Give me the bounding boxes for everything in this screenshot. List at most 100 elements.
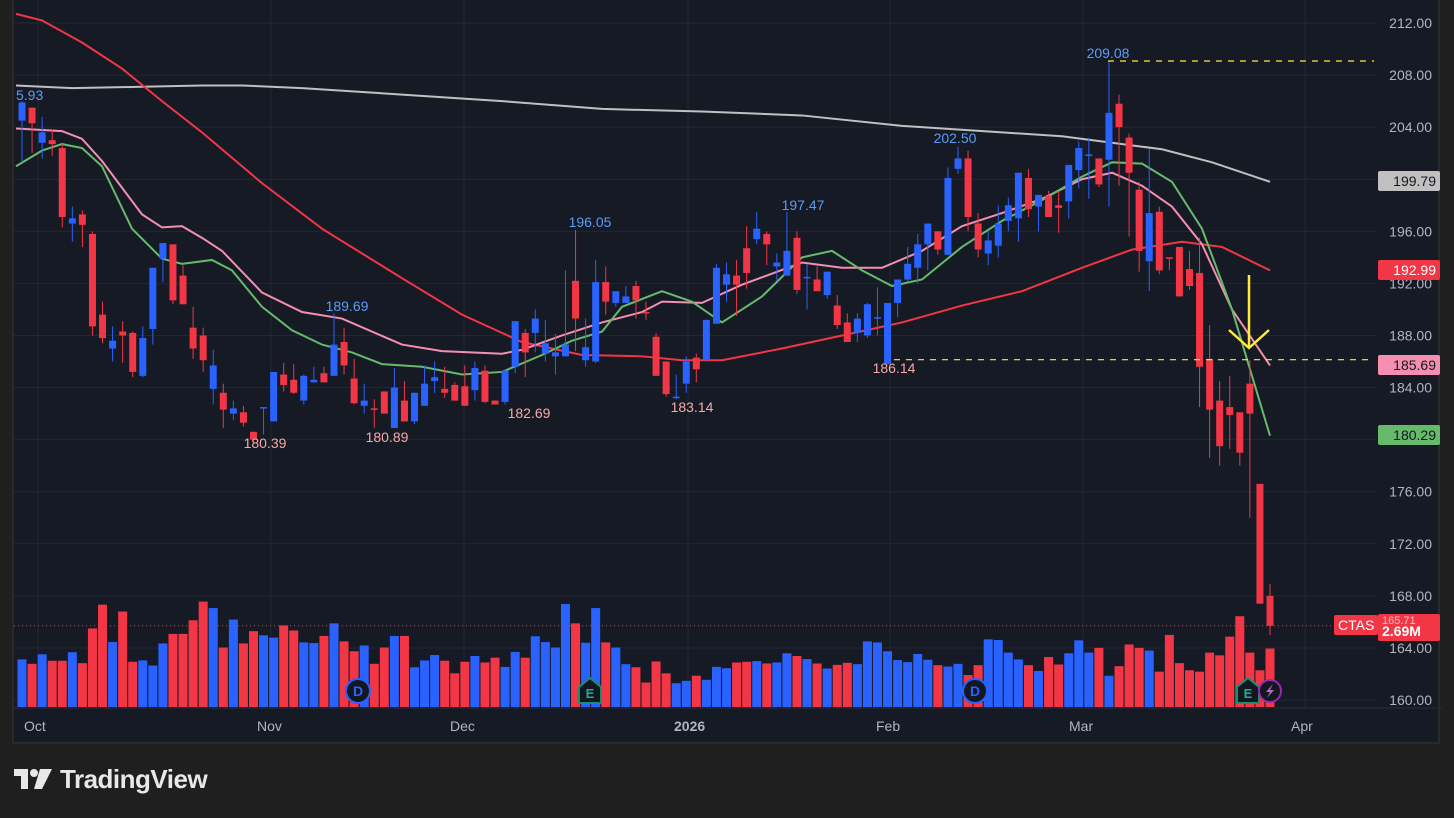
- volume-bar: [953, 663, 963, 707]
- volume-bar: [1164, 634, 1174, 707]
- candle: [1125, 137, 1133, 173]
- volume-bar: [581, 642, 591, 707]
- down-arrow-annotation[interactable]: [1228, 275, 1270, 350]
- volume-bar: [1235, 616, 1245, 707]
- volume-bar: [560, 603, 570, 707]
- volume-bar: [1134, 647, 1144, 707]
- symbol-tag[interactable]: CTAS: [1334, 614, 1379, 635]
- candle: [88, 233, 96, 327]
- volume-bar: [389, 635, 399, 707]
- svg-text:E: E: [1244, 686, 1253, 701]
- volume-bar: [87, 628, 97, 707]
- volume-bar: [913, 653, 923, 707]
- volume-bar: [510, 651, 520, 707]
- candle: [209, 365, 217, 389]
- candle: [1035, 194, 1043, 207]
- candle: [199, 335, 207, 361]
- candle: [169, 244, 177, 301]
- time-tick-label: Dec: [450, 718, 475, 734]
- volume-bar: [259, 635, 269, 707]
- candle: [934, 231, 942, 250]
- chart-pane[interactable]: 212.00 208.00 204.00 196.00 192.00 188.00 184.…: [12, 0, 1442, 744]
- candle: [572, 280, 580, 319]
- volume-bar: [550, 647, 560, 707]
- candle: [1014, 172, 1022, 219]
- volume-bar: [842, 662, 852, 707]
- candle: [551, 352, 559, 357]
- volume-bar: [772, 662, 782, 707]
- earnings-event-icon[interactable]: E: [578, 676, 602, 704]
- time-tick-label: Apr: [1291, 718, 1313, 734]
- volume-bar: [903, 662, 913, 707]
- volume-bar: [450, 673, 460, 707]
- candle: [763, 233, 771, 245]
- volume-bar: [1114, 666, 1124, 707]
- last-price-tag: 165.71 2.69M: [1378, 613, 1440, 641]
- volume-bar: [1184, 670, 1194, 707]
- volume-bar: [37, 654, 47, 707]
- candle: [189, 327, 197, 349]
- high-price-label: 202.50: [934, 130, 977, 146]
- price-axis[interactable]: 212.00208.00204.00196.00192.00188.00184.…: [1389, 15, 1432, 708]
- volume-bar: [420, 660, 430, 707]
- volume-bar: [883, 651, 893, 707]
- candle: [924, 223, 932, 245]
- volume-bar: [1124, 644, 1134, 707]
- time-tick-label: 2026: [674, 718, 705, 734]
- volume-bar: [923, 659, 933, 707]
- candle: [58, 147, 66, 217]
- volume-bar: [480, 662, 490, 707]
- volume-bar: [399, 635, 409, 707]
- time-axis[interactable]: Oct Nov Dec 2026 Feb Mar Apr: [14, 707, 1442, 734]
- candle: [1216, 400, 1224, 447]
- volume-bar: [218, 647, 228, 707]
- volume-bar: [1144, 650, 1154, 707]
- volume-bar: [208, 608, 218, 707]
- volume-bar: [591, 608, 601, 707]
- price-tick-label: 208.00: [1389, 67, 1432, 83]
- lightning-event-icon[interactable]: [1258, 679, 1282, 703]
- volume-bar: [1034, 670, 1044, 707]
- candle: [1266, 595, 1274, 626]
- volume-bar: [430, 654, 440, 707]
- price-tick-label: 212.00: [1389, 15, 1432, 31]
- candle: [411, 392, 419, 422]
- candle: [753, 228, 761, 240]
- moving-average-line: [15, 84, 1271, 183]
- candle: [692, 357, 700, 370]
- candle: [1105, 112, 1113, 160]
- price-tick-label: 204.00: [1389, 119, 1432, 135]
- price-chart[interactable]: 212.00208.00204.00196.00192.00188.00184.…: [14, 0, 1442, 744]
- candle: [1165, 257, 1173, 259]
- grid: [14, 0, 1376, 708]
- candle: [944, 177, 952, 255]
- moving-average-line: [15, 127, 1271, 366]
- volume-bar: [500, 666, 510, 707]
- candle: [622, 296, 630, 303]
- volume-bar: [359, 645, 369, 707]
- candle: [471, 368, 479, 391]
- volume-bar: [711, 666, 721, 707]
- volume-bar: [520, 657, 530, 707]
- dividend-event-icon[interactable]: D: [345, 678, 371, 704]
- volume-bar: [862, 641, 872, 707]
- dividend-event-icon[interactable]: D: [962, 678, 988, 704]
- candle: [1206, 358, 1214, 410]
- volume-bar: [742, 661, 752, 707]
- volume-bar: [732, 662, 742, 707]
- candle: [249, 431, 257, 440]
- candle: [68, 218, 76, 224]
- candle: [954, 158, 962, 169]
- svg-text:E: E: [586, 686, 595, 701]
- volume-bar: [299, 642, 309, 707]
- volume-bar: [540, 642, 550, 707]
- volume-bar: [329, 623, 339, 707]
- volume-bar: [641, 682, 651, 707]
- candle: [612, 291, 620, 303]
- high-price-label: 197.47: [782, 197, 825, 213]
- tradingview-logo[interactable]: TradingView: [14, 764, 208, 795]
- candle: [1075, 147, 1083, 171]
- candle: [119, 331, 127, 336]
- candle: [1236, 412, 1244, 453]
- volume-bar: [410, 667, 420, 707]
